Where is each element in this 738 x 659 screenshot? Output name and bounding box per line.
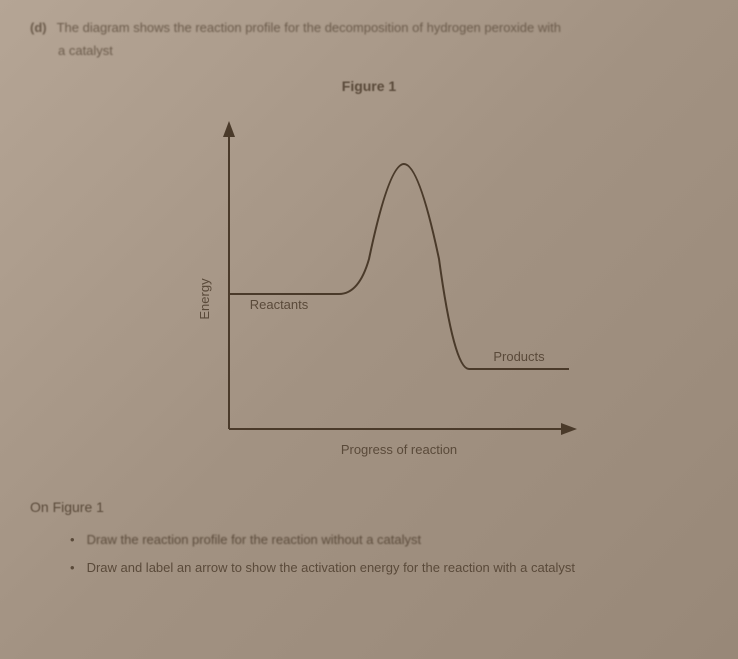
x-axis-arrow — [561, 423, 577, 435]
reaction-curve — [339, 164, 469, 369]
worksheet-page: (d) The diagram shows the reaction profi… — [0, 0, 738, 659]
reactants-label: Reactants — [250, 297, 309, 312]
chart-svg: Energy Progress of reaction Reactants Pr… — [149, 109, 589, 479]
energy-profile-chart: Energy Progress of reaction Reactants Pr… — [149, 109, 589, 479]
bullet-item: • Draw and label an arrow to show the ac… — [70, 558, 708, 578]
question-subtext: a catalyst — [58, 43, 708, 58]
y-axis-arrow — [223, 121, 235, 137]
bullet-item: • Draw the reaction profile for the reac… — [70, 530, 708, 550]
bullet-list: • Draw the reaction profile for the reac… — [70, 530, 708, 577]
question-number: (d) — [30, 20, 47, 35]
bullet-icon: • — [70, 530, 75, 550]
instructions-section: On Figure 1 • Draw the reaction profile … — [30, 499, 708, 577]
bullet-text: Draw the reaction profile for the reacti… — [87, 530, 708, 550]
bullet-text: Draw and label an arrow to show the acti… — [87, 558, 708, 578]
question-header: (d) The diagram shows the reaction profi… — [30, 20, 708, 35]
question-text: The diagram shows the reaction profile f… — [57, 20, 708, 35]
figure-reference: On Figure 1 — [30, 499, 708, 515]
x-axis-label: Progress of reaction — [341, 442, 457, 457]
products-label: Products — [493, 349, 545, 364]
bullet-icon: • — [70, 558, 75, 578]
figure-title: Figure 1 — [30, 78, 708, 94]
y-axis-label: Energy — [197, 278, 212, 320]
